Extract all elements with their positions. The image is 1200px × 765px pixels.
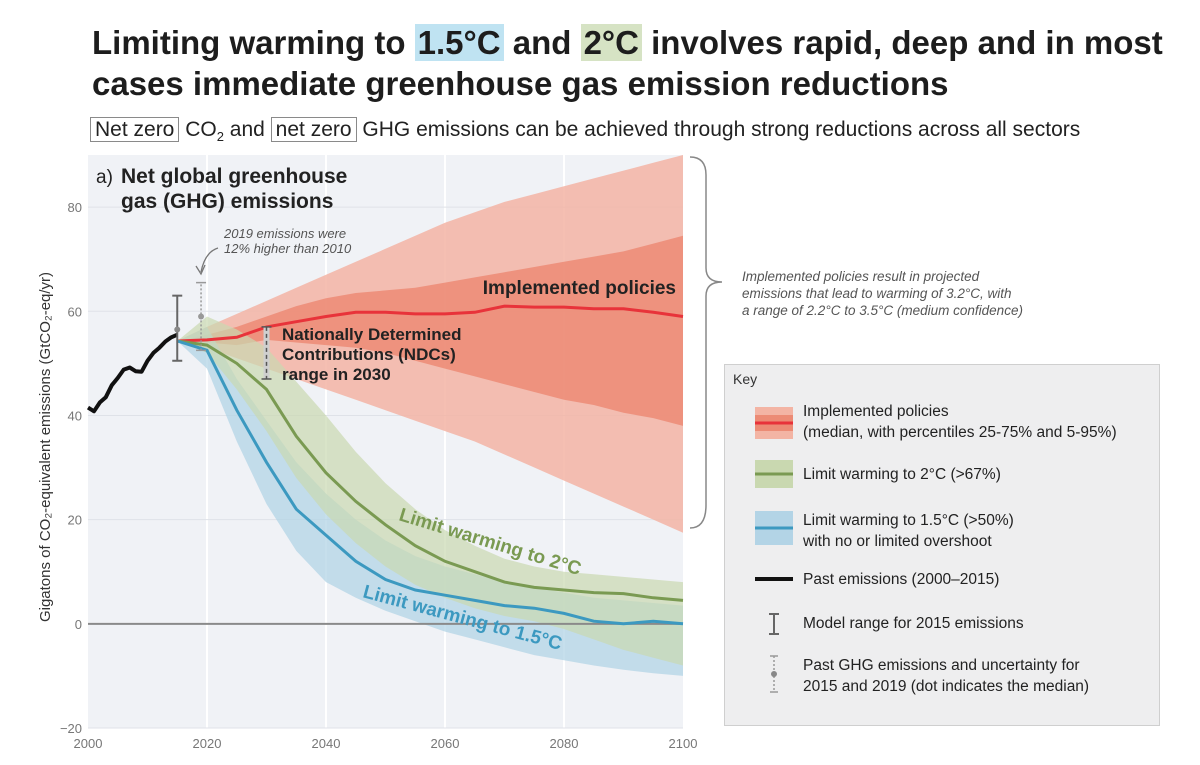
ytick-label--20: −20 bbox=[60, 721, 82, 736]
note-2019-arrowhead bbox=[195, 264, 206, 276]
legend-item-past: Past emissions (2000–2015) bbox=[803, 569, 999, 590]
ytick-label-80: 80 bbox=[68, 200, 82, 215]
ndc-label-line1: Nationally Determined bbox=[282, 325, 462, 344]
note-2019-line1: 2019 emissions were bbox=[223, 226, 346, 241]
net-zero-box-1: Net zero bbox=[90, 117, 180, 142]
xtick-label-2040: 2040 bbox=[312, 736, 341, 751]
title-text-1: Limiting warming to bbox=[92, 24, 415, 61]
legend-swatches bbox=[755, 407, 793, 693]
model-range-2015-median bbox=[174, 326, 181, 333]
ytick-label-0: 0 bbox=[75, 617, 82, 632]
legend-item-1-5c-line2: with no or limited overshoot bbox=[803, 533, 992, 550]
xtick-label-2100: 2100 bbox=[669, 736, 698, 751]
xtick-label-2080: 2080 bbox=[550, 736, 579, 751]
subtitle-co2-sub: 2 bbox=[216, 129, 224, 145]
implemented-brace bbox=[689, 156, 723, 529]
xtick-label-2000: 2000 bbox=[74, 736, 103, 751]
brace-note-line1: Implemented policies result in projected bbox=[742, 269, 980, 284]
ytick-label-20: 20 bbox=[68, 513, 82, 528]
legend-model-range-icon bbox=[769, 613, 779, 635]
legend-item-implemented-line1: Implemented policies bbox=[803, 403, 949, 420]
legend-item-1-5c: Limit warming to 1.5°C (>50%) with no or… bbox=[803, 510, 1014, 552]
legend-item-1-5c-line1: Limit warming to 1.5°C (>50%) bbox=[803, 512, 1014, 529]
ytick-label-60: 60 bbox=[68, 304, 82, 319]
xtick-label-2060: 2060 bbox=[431, 736, 460, 751]
uncertainty-2019-median bbox=[198, 313, 205, 320]
legend-item-past-line1: Past emissions (2000–2015) bbox=[803, 571, 1000, 588]
ndc-label-line3: range in 2030 bbox=[282, 365, 391, 384]
subtitle: Net zero CO2 and net zero GHG emissions … bbox=[90, 117, 1081, 145]
legend-item-uncertainty: Past GHG emissions and uncertainty for 2… bbox=[803, 655, 1089, 697]
legend-title: Key bbox=[733, 371, 758, 387]
title-text-2: and bbox=[503, 24, 581, 61]
title-highlight-2c: 2°C bbox=[580, 24, 642, 61]
ytick-label-40: 40 bbox=[68, 408, 82, 423]
note-2019-line2: 12% higher than 2010 bbox=[224, 241, 352, 256]
line-1-5c bbox=[176, 339, 684, 626]
title-highlight-1-5c: 1.5°C bbox=[414, 24, 504, 61]
legend-item-model-range-line1: Model range for 2015 emissions bbox=[803, 615, 1024, 632]
legend-item-implemented: Implemented policies (median, with perce… bbox=[803, 401, 1117, 443]
panel-prefix: a) bbox=[96, 167, 113, 188]
legend-item-model-range: Model range for 2015 emissions bbox=[803, 613, 1024, 634]
line-2c bbox=[177, 339, 684, 602]
subtitle-rest: GHG emissions can be achieved through st… bbox=[356, 118, 1081, 141]
legend-item-2c-line1: Limit warming to 2°C (>67%) bbox=[803, 466, 1001, 483]
legend-box: Key Implemented policies (median, with p… bbox=[724, 364, 1160, 726]
legend-item-implemented-line2: (median, with percentiles 25-75% and 5-9… bbox=[803, 424, 1117, 441]
legend-item-uncertainty-line2: 2015 and 2019 (dot indicates the median) bbox=[803, 678, 1090, 695]
subtitle-and: and bbox=[223, 118, 271, 141]
title-text-3: involves rapid, deep and in most cases i… bbox=[92, 24, 1163, 102]
subtitle-co2: CO bbox=[179, 118, 217, 141]
net-zero-box-2: net zero bbox=[270, 117, 357, 142]
brace-note-line3: a range of 2.2°C to 3.5°C (medium confid… bbox=[742, 303, 1023, 318]
legend-uncertainty-icon bbox=[770, 655, 778, 693]
implemented-band-25-75 bbox=[177, 235, 684, 426]
panel-title-line1: Net global greenhouse bbox=[121, 165, 347, 188]
implemented-policies-label: Implemented policies bbox=[483, 278, 676, 299]
band-2c bbox=[177, 316, 684, 666]
brace-note-line2: emissions that lead to warming of 3.2°C,… bbox=[742, 286, 1012, 301]
xtick-label-2020: 2020 bbox=[193, 736, 222, 751]
implemented-median-line bbox=[177, 304, 684, 343]
note-2019-arrow bbox=[200, 247, 219, 273]
legend-item-uncertainty-line1: Past GHG emissions and uncertainty for bbox=[803, 657, 1080, 674]
page-title: Limiting warming to 1.5°C and 2°C involv… bbox=[92, 22, 1172, 104]
panel-title-line2: gas (GHG) emissions bbox=[121, 190, 333, 213]
ndc-label-line2: Contributions (NDCs) bbox=[282, 345, 456, 364]
y-axis-label: Gigatons of CO₂-equivalent emissions (Gt… bbox=[37, 272, 54, 622]
legend-item-2c: Limit warming to 2°C (>67%) bbox=[803, 464, 1001, 485]
ndc-range-bar bbox=[263, 326, 270, 379]
past-emissions-line bbox=[86, 332, 179, 414]
